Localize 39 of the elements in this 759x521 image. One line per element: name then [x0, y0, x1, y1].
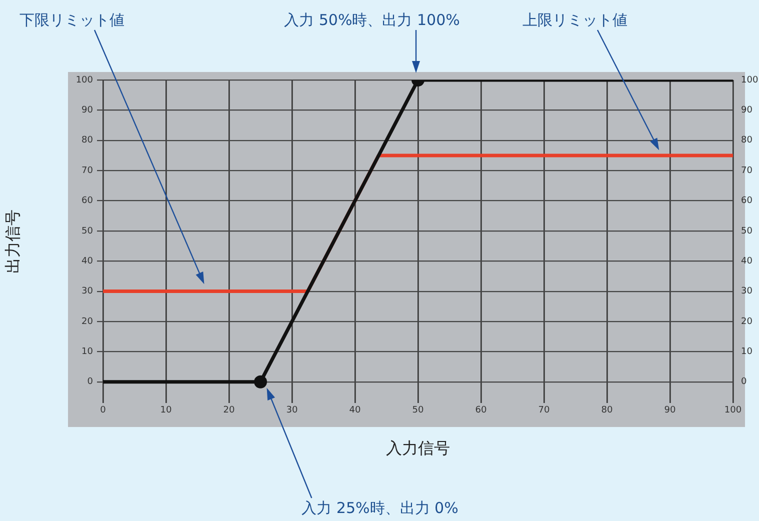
x-tick-label: 100	[724, 406, 742, 416]
y-tick-label: 60	[82, 196, 94, 206]
y2-tick-label: 90	[741, 106, 753, 116]
y2-tick-label: 100	[741, 75, 758, 86]
x-tick-label: 50	[412, 406, 424, 416]
x-tick-label: 80	[601, 406, 613, 416]
y-tick-label: 30	[82, 286, 94, 297]
y2-tick-label: 10	[741, 347, 753, 358]
x-tick-label: 90	[664, 406, 676, 416]
y-tick-label: 40	[82, 256, 94, 266]
y-tick-label: 10	[82, 347, 94, 358]
y2-tick-label: 30	[741, 286, 753, 297]
y2-tick-label: 50	[741, 226, 753, 236]
y2-tick-label: 40	[741, 256, 753, 266]
text: 入力 50%時、出力 100%	[284, 11, 460, 29]
text: 下限リミット値	[20, 11, 124, 29]
x-tick-label: 10	[160, 406, 172, 416]
y2-tick-label: 80	[741, 136, 753, 146]
y2-tick-label: 0	[741, 377, 747, 388]
y-tick-label: 20	[82, 316, 94, 327]
x-tick-label: 60	[475, 406, 487, 416]
y-axis-title: 出力信号	[2, 210, 22, 274]
x-tick-label: 20	[223, 406, 235, 416]
y2-tick-label: 70	[741, 166, 753, 176]
y-tick-label: 50	[82, 226, 94, 236]
y-tick-label: 70	[82, 166, 94, 176]
x-tick-label: 70	[538, 406, 550, 416]
x-tick-label: 0	[100, 406, 106, 416]
y-tick-label: 100	[76, 75, 94, 86]
y-tick-label: 80	[82, 136, 94, 146]
text: 上限リミット値	[522, 11, 628, 29]
x-tick-label: 30	[286, 406, 298, 416]
y2-tick-label: 20	[741, 316, 753, 327]
y-tick-label: 90	[82, 106, 94, 116]
text: 入力 25%時、出力 0%	[302, 499, 458, 517]
x-tick-label: 40	[349, 406, 361, 416]
y-tick-label: 0	[87, 377, 94, 388]
x-axis-title: 入力信号	[386, 438, 450, 458]
y2-tick-label: 60	[741, 196, 753, 206]
